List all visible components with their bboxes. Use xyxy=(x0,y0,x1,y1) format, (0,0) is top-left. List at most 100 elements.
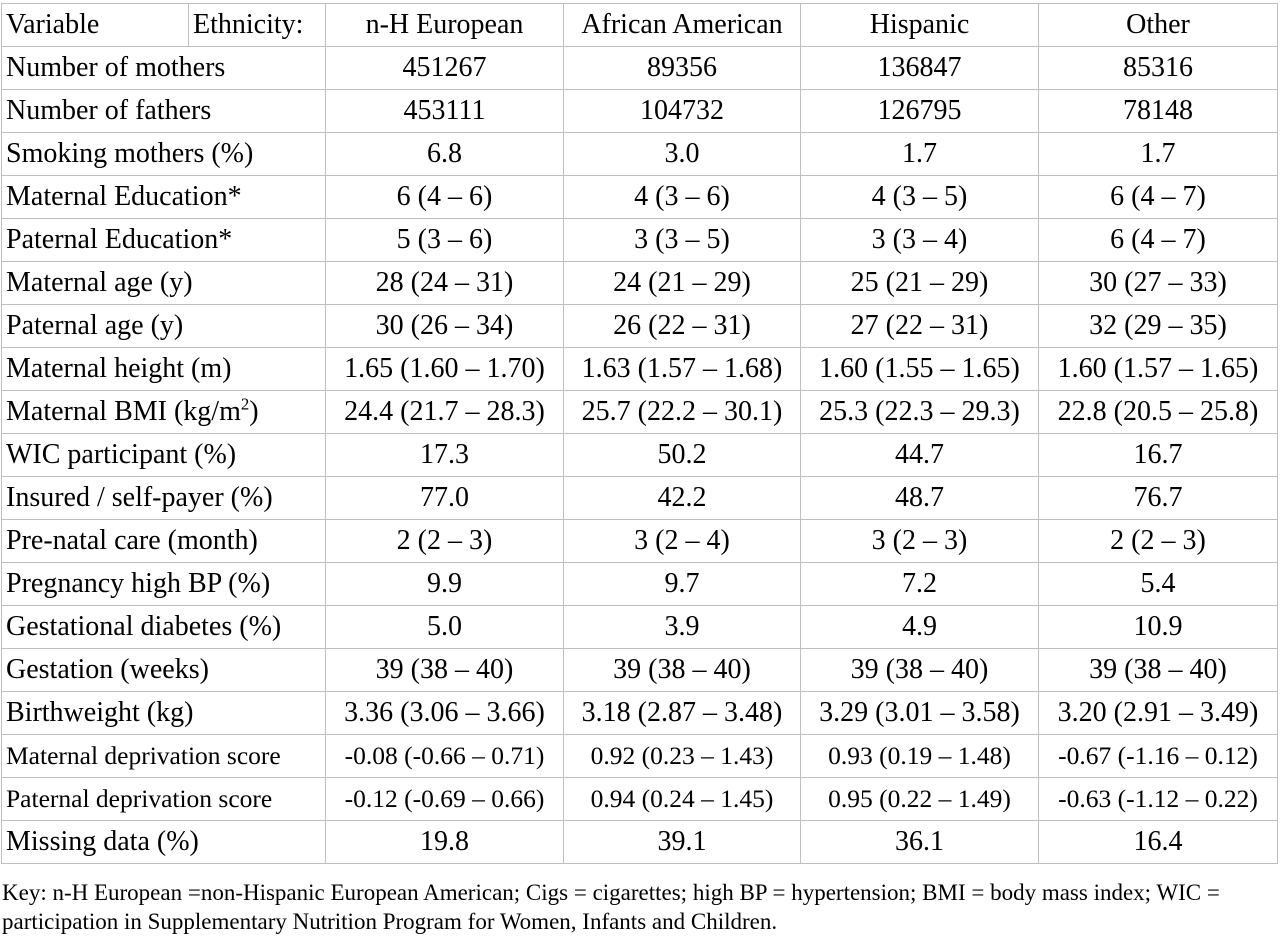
row-label: Pregnancy high BP (%) xyxy=(1,562,326,606)
cell-value: 36.1 xyxy=(800,820,1039,864)
cell-value: 10.9 xyxy=(1038,605,1278,649)
row-label: Maternal Education* xyxy=(1,175,326,219)
row-label-superscript: 2 xyxy=(240,394,250,414)
table-key-note: Key: n-H European =non-Hispanic European… xyxy=(2,880,1220,934)
table-header-row: Variable Ethnicity: n-H European African… xyxy=(1,3,1278,47)
cell-value: 2 (2 – 3) xyxy=(1038,519,1278,563)
cell-value: 1.63 (1.57 – 1.68) xyxy=(563,347,801,391)
header-variable: Variable xyxy=(1,3,189,47)
cell-value: 104732 xyxy=(563,89,801,133)
row-label: Smoking mothers (%) xyxy=(1,132,326,176)
cell-value: 3.20 (2.91 – 3.49) xyxy=(1038,691,1278,735)
table-row: Gestational diabetes (%) 5.0 3.9 4.9 10.… xyxy=(1,605,1278,649)
cell-value: 39 (38 – 40) xyxy=(563,648,801,692)
cell-value: 28 (24 – 31) xyxy=(325,261,564,305)
cell-value: 3.0 xyxy=(563,132,801,176)
cell-value: 126795 xyxy=(800,89,1039,133)
cell-value: 6 (4 – 7) xyxy=(1038,218,1278,262)
header-ethnicity: Ethnicity: xyxy=(188,3,326,47)
cell-value: 17.3 xyxy=(325,433,564,477)
cell-value: 22.8 (20.5 – 25.8) xyxy=(1038,390,1278,434)
cell-value: 42.2 xyxy=(563,476,801,520)
row-label: Maternal height (m) xyxy=(1,347,326,391)
cell-value: 27 (22 – 31) xyxy=(800,304,1039,348)
cell-value: 76.7 xyxy=(1038,476,1278,520)
row-label-suffix: ) xyxy=(249,396,259,427)
table-row: Smoking mothers (%) 6.8 3.0 1.7 1.7 xyxy=(1,132,1278,176)
cell-value: 0.92 (0.23 – 1.43) xyxy=(563,734,801,778)
row-label: Insured / self-payer (%) xyxy=(1,476,326,520)
cell-value: 0.94 (0.24 – 1.45) xyxy=(563,777,801,821)
cell-value: 3 (2 – 4) xyxy=(563,519,801,563)
table-row: Paternal age (y) 30 (26 – 34) 26 (22 – 3… xyxy=(1,304,1278,348)
cell-value: 5 (3 – 6) xyxy=(325,218,564,262)
row-label: Pre-natal care (month) xyxy=(1,519,326,563)
row-label: Birthweight (kg) xyxy=(1,691,326,735)
cell-value: 24.4 (21.7 – 28.3) xyxy=(325,390,564,434)
cell-value: 136847 xyxy=(800,46,1039,90)
cell-value: 85316 xyxy=(1038,46,1278,90)
cell-value: -0.67 (-1.16 – 0.12) xyxy=(1038,734,1278,778)
cell-value: 19.8 xyxy=(325,820,564,864)
row-label: Gestational diabetes (%) xyxy=(1,605,326,649)
cell-value: 48.7 xyxy=(800,476,1039,520)
table-row: Insured / self-payer (%) 77.0 42.2 48.7 … xyxy=(1,476,1278,520)
cell-value: 6.8 xyxy=(325,132,564,176)
cell-value: 39 (38 – 40) xyxy=(325,648,564,692)
cell-value: 3.29 (3.01 – 3.58) xyxy=(800,691,1039,735)
cell-value: 4 (3 – 5) xyxy=(800,175,1039,219)
table-row: Paternal Education* 5 (3 – 6) 3 (3 – 5) … xyxy=(1,218,1278,262)
cell-value: 1.7 xyxy=(1038,132,1278,176)
cell-value: 25 (21 – 29) xyxy=(800,261,1039,305)
row-label: Maternal BMI (kg/m2) xyxy=(1,390,326,434)
row-label: Maternal age (y) xyxy=(1,261,326,305)
cell-value: 3.36 (3.06 – 3.66) xyxy=(325,691,564,735)
cell-value: 451267 xyxy=(325,46,564,90)
cell-value: 1.60 (1.55 – 1.65) xyxy=(800,347,1039,391)
table-row: Birthweight (kg) 3.36 (3.06 – 3.66) 3.18… xyxy=(1,691,1278,735)
row-label-text: Maternal BMI (kg/m xyxy=(6,396,241,427)
table-row: Pre-natal care (month) 2 (2 – 3) 3 (2 – … xyxy=(1,519,1278,563)
row-label: WIC participant (%) xyxy=(1,433,326,477)
table-row: Missing data (%) 19.8 39.1 36.1 16.4 xyxy=(1,820,1278,864)
table-row: Pregnancy high BP (%) 9.9 9.7 7.2 5.4 xyxy=(1,562,1278,606)
cell-value: 4.9 xyxy=(800,605,1039,649)
cell-value: 50.2 xyxy=(563,433,801,477)
table-row: Maternal age (y) 28 (24 – 31) 24 (21 – 2… xyxy=(1,261,1278,305)
row-label: Maternal deprivation score xyxy=(1,734,326,778)
cell-value: 1.7 xyxy=(800,132,1039,176)
cell-value: 3.9 xyxy=(563,605,801,649)
cell-value: 1.65 (1.60 – 1.70) xyxy=(325,347,564,391)
cell-value: 3 (3 – 5) xyxy=(563,218,801,262)
cell-value: 32 (29 – 35) xyxy=(1038,304,1278,348)
cell-value: 0.95 (0.22 – 1.49) xyxy=(800,777,1039,821)
table-row: Maternal Education* 6 (4 – 6) 4 (3 – 6) … xyxy=(1,175,1278,219)
cell-value: 0.93 (0.19 – 1.48) xyxy=(800,734,1039,778)
cell-value: 39.1 xyxy=(563,820,801,864)
table-row: Paternal deprivation score -0.12 (-0.69 … xyxy=(1,777,1278,821)
cell-value: 25.7 (22.2 – 30.1) xyxy=(563,390,801,434)
cell-value: 39 (38 – 40) xyxy=(1038,648,1278,692)
row-label: Missing data (%) xyxy=(1,820,326,864)
cell-value: 16.7 xyxy=(1038,433,1278,477)
cell-value: 78148 xyxy=(1038,89,1278,133)
cell-value: 4 (3 – 6) xyxy=(563,175,801,219)
header-group-nh-european: n-H European xyxy=(325,3,564,47)
cell-value: -0.12 (-0.69 – 0.66) xyxy=(325,777,564,821)
cell-value: 3 (2 – 3) xyxy=(800,519,1039,563)
cell-value: 5.0 xyxy=(325,605,564,649)
row-label: Number of mothers xyxy=(1,46,326,90)
table-row: Maternal BMI (kg/m2) 24.4 (21.7 – 28.3) … xyxy=(1,390,1278,434)
row-label: Paternal deprivation score xyxy=(1,777,326,821)
cell-value: 9.7 xyxy=(563,562,801,606)
table-row: Maternal deprivation score -0.08 (-0.66 … xyxy=(1,734,1278,778)
cell-value: 6 (4 – 6) xyxy=(325,175,564,219)
cell-value: 30 (27 – 33) xyxy=(1038,261,1278,305)
cell-value: 9.9 xyxy=(325,562,564,606)
cell-value: 16.4 xyxy=(1038,820,1278,864)
table-row: WIC participant (%) 17.3 50.2 44.7 16.7 xyxy=(1,433,1278,477)
row-label: Gestation (weeks) xyxy=(1,648,326,692)
cell-value: 26 (22 – 31) xyxy=(563,304,801,348)
cell-value: 25.3 (22.3 – 29.3) xyxy=(800,390,1039,434)
cell-value: -0.08 (-0.66 – 0.71) xyxy=(325,734,564,778)
